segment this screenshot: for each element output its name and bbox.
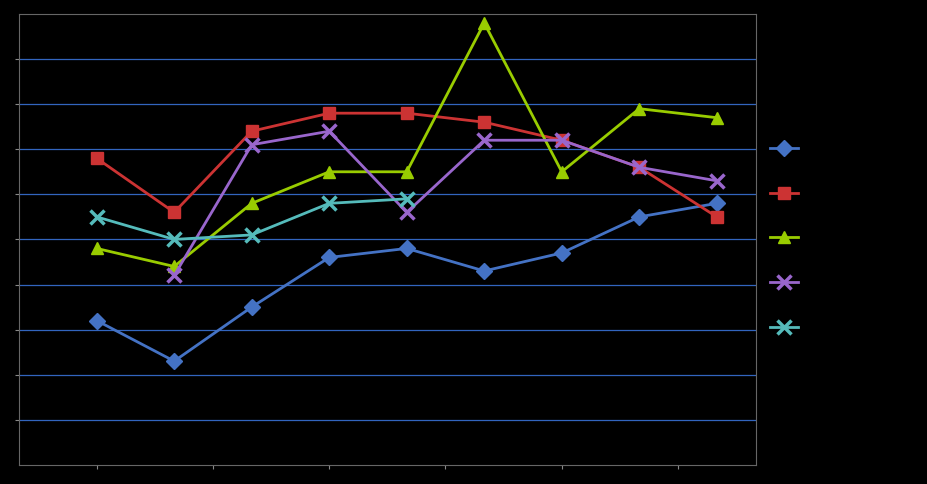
Legend: , , , , : , , , , — [769, 142, 801, 338]
